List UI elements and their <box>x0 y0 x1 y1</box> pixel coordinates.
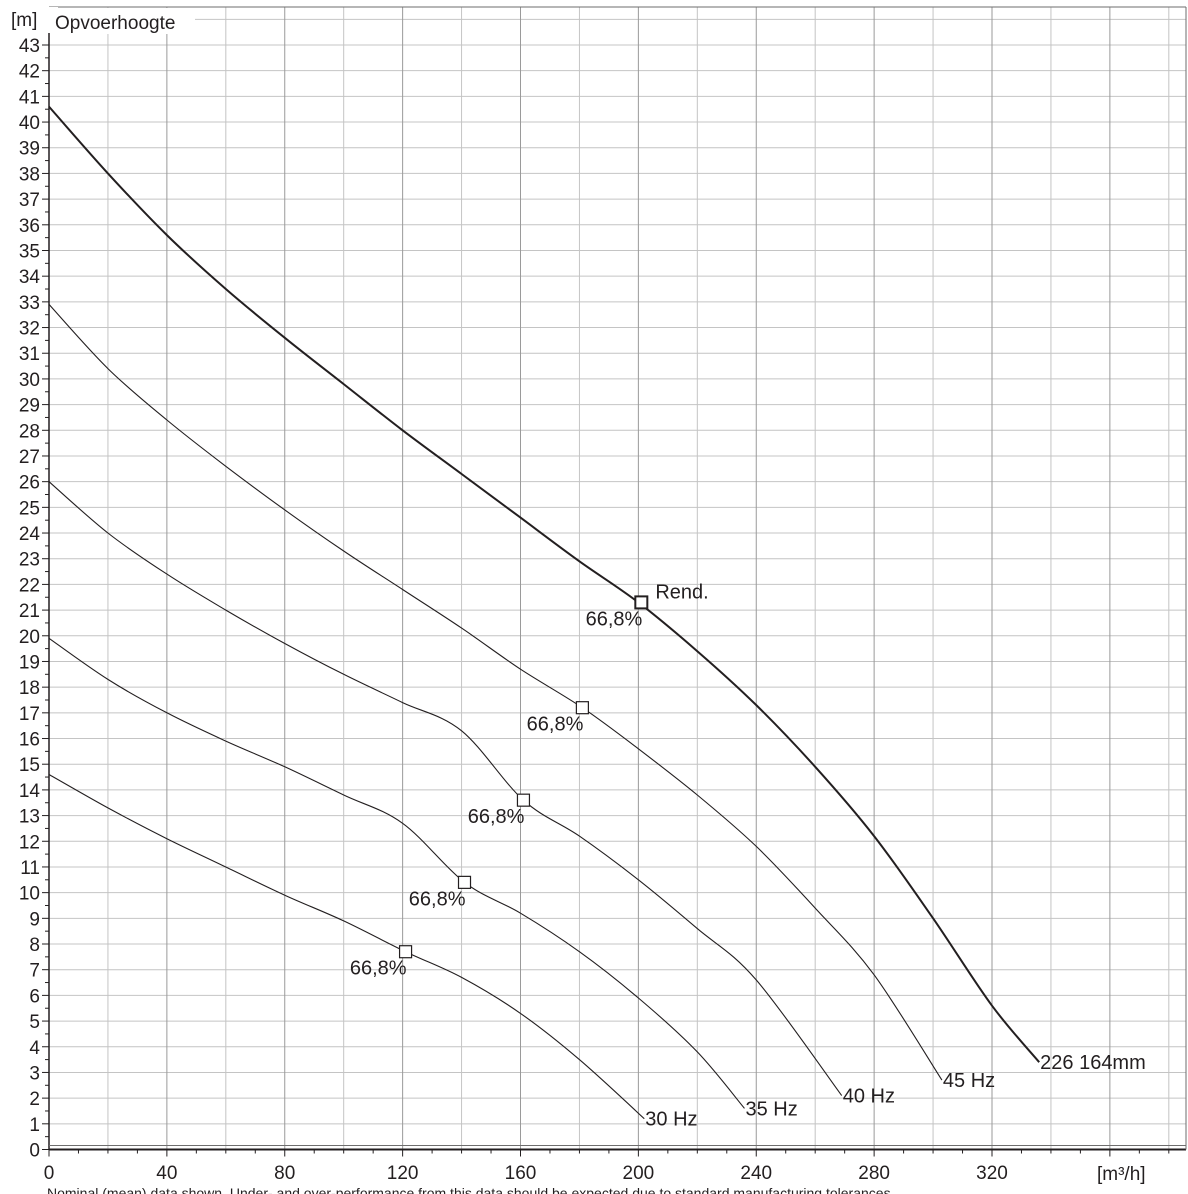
y-tick-label: 11 <box>20 858 40 879</box>
curve-45-hz <box>48 304 943 1081</box>
y-tick-label: 36 <box>19 216 40 237</box>
x-tick-label: 80 <box>274 1163 295 1184</box>
y-tick-label: 15 <box>19 755 40 776</box>
y-title-bg <box>53 8 195 34</box>
y-unit-bg <box>12 7 58 33</box>
y-unit-label: [m] <box>11 10 37 31</box>
y-tick-label: 40 <box>19 113 40 134</box>
y-tick-label: 35 <box>19 241 40 262</box>
efficiency-marker <box>575 701 589 715</box>
y-tick-label: 39 <box>19 139 40 160</box>
curve-226-164mm <box>48 105 1040 1063</box>
y-tick-label: 31 <box>19 344 40 365</box>
y-tick-label: 1 <box>29 1115 40 1136</box>
x-tick-label: 200 <box>623 1163 655 1184</box>
efficiency-title: Rend. <box>655 581 708 603</box>
footnote: Nominal (mean) data shown. Under- and ov… <box>47 1185 894 1194</box>
y-tick-label: 3 <box>29 1063 40 1084</box>
efficiency-marker <box>516 793 531 807</box>
curve-labels: 226 164mm 66,8% Rend. 45 Hz 66,8% 40 Hz 66,8% 3… <box>350 581 1146 1130</box>
curves <box>48 105 1040 1120</box>
efficiency-label: 66,8% <box>409 888 466 910</box>
axes <box>42 6 1187 1157</box>
y-tick-label: 28 <box>19 421 40 442</box>
y-tick-label: 32 <box>19 319 40 340</box>
curve-30-hz-label: 30 Hz <box>645 1109 697 1131</box>
curve-45-hz-label: 45 Hz <box>943 1070 995 1092</box>
y-tick-label: 19 <box>19 652 40 673</box>
y-tick-label: 12 <box>19 832 40 853</box>
y-tick-label: 5 <box>29 1012 40 1033</box>
efficiency-marker <box>634 595 649 610</box>
y-tick-labels: 0123456789101112131415161718192021222324… <box>19 36 41 1162</box>
efficiency-label: 66,8% <box>350 958 407 980</box>
y-tick-label: 17 <box>19 704 40 725</box>
x-tick-label: 40 <box>156 1163 177 1184</box>
curve-40-hz-label: 40 Hz <box>843 1086 895 1108</box>
y-tick-label: 14 <box>19 781 41 802</box>
y-tick-label: 9 <box>29 909 40 930</box>
y-tick-label: 26 <box>19 473 40 494</box>
y-tick-label: 23 <box>19 550 40 571</box>
efficiency-markers <box>398 595 649 959</box>
x-tick-label: 160 <box>505 1163 537 1184</box>
x-tick-labels: 0 40 80 120 160 200 240 280 320 <box>44 1163 1008 1184</box>
y-tick-label: 13 <box>19 807 40 828</box>
y-tick-label: 42 <box>19 62 40 83</box>
y-axis-title: Opvoerhoogte <box>55 13 175 34</box>
x-tick-label: 280 <box>858 1163 890 1184</box>
x-tick-label: 120 <box>387 1163 419 1184</box>
y-tick-label: 24 <box>19 524 41 545</box>
efficiency-label: 66,8% <box>468 806 525 828</box>
y-tick-label: 33 <box>19 293 40 314</box>
y-tick-label: 2 <box>29 1089 40 1110</box>
y-tick-label: 6 <box>29 986 40 1007</box>
y-tick-label: 16 <box>19 730 40 751</box>
x-unit-label: [m³/h] <box>1097 1164 1146 1185</box>
x-tick-label: 320 <box>976 1163 1008 1184</box>
y-tick-label: 41 <box>19 87 40 108</box>
grid-major <box>166 7 1111 1150</box>
efficiency-label: 66,8% <box>586 608 643 630</box>
y-tick-label: 37 <box>19 190 40 211</box>
y-tick-label: 20 <box>19 627 40 648</box>
efficiency-marker <box>457 875 472 889</box>
y-tick-label: 21 <box>19 601 40 622</box>
curve-35-hz <box>48 637 745 1109</box>
y-tick-label: 27 <box>19 447 40 468</box>
y-tick-label: 25 <box>19 498 40 519</box>
curve-30-hz <box>48 774 645 1120</box>
curve-40-hz <box>48 481 843 1096</box>
y-tick-label: 0 <box>29 1141 40 1162</box>
y-tick-label: 8 <box>29 935 40 956</box>
y-tick-label: 22 <box>19 575 40 596</box>
y-tick-label: 29 <box>19 396 40 417</box>
grid-minor <box>49 7 1186 1150</box>
y-tick-label: 30 <box>19 370 40 391</box>
y-tick-label: 18 <box>19 678 40 699</box>
curve-226-164mm-label: 226 164mm <box>1040 1052 1146 1074</box>
efficiency-label: 66,8% <box>527 714 584 736</box>
curve-35-hz-label: 35 Hz <box>745 1098 797 1120</box>
y-tick-label: 43 <box>19 36 40 57</box>
y-tick-label: 7 <box>29 961 40 982</box>
efficiency-marker <box>398 945 413 959</box>
x-tick-label: 0 <box>44 1163 55 1184</box>
y-tick-label: 4 <box>29 1038 40 1059</box>
y-tick-label: 38 <box>19 164 40 185</box>
y-tick-label: 34 <box>19 267 41 288</box>
y-tick-label: 10 <box>19 884 40 905</box>
x-tick-label: 240 <box>740 1163 772 1184</box>
